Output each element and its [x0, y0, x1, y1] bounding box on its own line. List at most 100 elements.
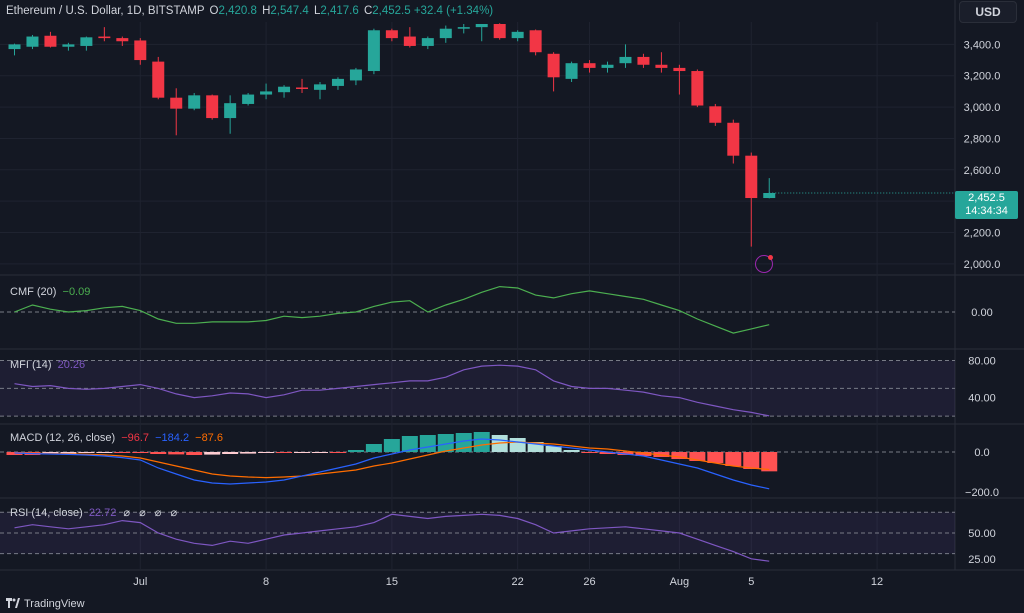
macd-histogram-bar	[150, 452, 167, 454]
candle-body	[421, 38, 434, 46]
macd-tick-label: −200.0	[965, 487, 999, 499]
x-tick-label: 5	[748, 576, 754, 588]
cmf-tick-label: 0.00	[971, 307, 992, 319]
candle-body	[565, 63, 578, 79]
price-tick-label: 2,800.0	[964, 133, 1001, 145]
mfi-tick-label: 40.00	[968, 393, 996, 405]
macd-histogram-bar	[311, 452, 328, 453]
macd-histogram-bar	[599, 452, 616, 454]
low-label: L	[313, 5, 321, 17]
macd-histogram-bar	[186, 452, 203, 455]
macd-histogram-bar	[437, 434, 454, 452]
candle-body	[583, 63, 596, 68]
macd-histogram-bar	[509, 438, 526, 452]
change-value: +32.4 (+1.34%)	[413, 5, 494, 17]
macd-histogram-bar	[132, 452, 149, 453]
macd-signal-value: −87.6	[195, 432, 223, 444]
cmf-legend[interactable]: CMF (20) −0.09	[10, 286, 90, 298]
macd-histogram-bar	[473, 432, 490, 452]
currency-button[interactable]: USD	[959, 1, 1017, 23]
macd-line-value: −184.2	[155, 432, 190, 444]
candle-body	[331, 78, 344, 86]
macd-tick-label: 0.0	[974, 447, 989, 459]
candle-body	[475, 24, 488, 28]
candle-body	[691, 71, 704, 106]
macd-histogram-bar	[240, 452, 257, 454]
price-tick-label: 2,000.0	[964, 259, 1001, 271]
x-tick-label: 8	[263, 576, 269, 588]
candle-body	[98, 36, 111, 39]
macd-histogram-bar	[419, 435, 436, 452]
macd-histogram-bar	[689, 452, 706, 461]
rsi-tick-label: 50.00	[968, 528, 996, 540]
macd-legend[interactable]: MACD (12, 26, close) −96.7 −184.2 −87.6	[10, 432, 223, 444]
macd-histogram-bar	[761, 452, 778, 472]
candle-body	[152, 61, 165, 98]
candle-body	[763, 193, 776, 199]
cmf-value: −0.09	[62, 286, 91, 298]
candle-body	[637, 56, 650, 65]
macd-histogram-bar	[42, 452, 59, 454]
macd-histogram-bar	[563, 450, 580, 452]
macd-histogram-bar	[671, 452, 688, 459]
symbol-title[interactable]: Ethereum / U.S. Dollar, 1D, BITSTAMP	[6, 5, 205, 17]
alert-dot	[768, 255, 773, 260]
price-tick-label: 3,200.0	[964, 71, 1001, 83]
close-value: 2,452.5	[372, 5, 411, 17]
price-tick-label: 3,000.0	[964, 102, 1001, 114]
flash-icon[interactable]	[755, 255, 773, 273]
price-tick-label: 2,600.0	[964, 165, 1001, 177]
symbol-header: Ethereum / U.S. Dollar, 1D, BITSTAMP O 2,…	[6, 5, 493, 17]
x-tick-label: 12	[871, 576, 883, 588]
macd-histogram-bar	[114, 452, 131, 453]
macd-histogram-bar	[383, 439, 400, 452]
rsi-value: 22.72	[88, 507, 117, 519]
candle-body	[44, 35, 57, 47]
candle-body	[745, 155, 758, 199]
rsi-tick-label: 25.00	[968, 554, 996, 566]
candle-body	[296, 87, 309, 89]
candle-body	[403, 36, 416, 46]
candle-body	[170, 97, 183, 109]
macd-histogram-bar	[222, 452, 239, 454]
price-tick-label: 2,200.0	[964, 228, 1001, 240]
candle-body	[655, 64, 668, 68]
x-tick-label: 22	[512, 576, 524, 588]
macd-histogram-bar	[527, 442, 544, 452]
last-price-tag: 2,452.5 14:34:34	[955, 191, 1018, 219]
rsi-option-icons[interactable]: ⌀ ⌀ ⌀ ⌀	[123, 507, 181, 519]
macd-histogram-bar	[276, 452, 293, 453]
tradingview-logo-icon	[6, 598, 20, 608]
price-tick-label: 3,400.0	[964, 39, 1001, 51]
open-label: O	[209, 5, 219, 17]
candle-body	[62, 44, 75, 47]
macd-histogram-bar	[707, 452, 724, 463]
macd-histogram-bar	[725, 452, 742, 466]
mfi-legend[interactable]: MFI (14) 20.26	[10, 359, 85, 371]
macd-histogram-bar	[294, 452, 311, 453]
candle-body	[242, 94, 255, 104]
macd-histogram-bar	[329, 452, 346, 453]
rsi-label: RSI (14, close)	[10, 507, 83, 519]
candle-body	[349, 69, 362, 81]
macd-histogram-bar	[96, 452, 113, 453]
candle-body	[709, 106, 722, 123]
macd-histogram-bar	[635, 452, 652, 456]
candle-body	[26, 36, 39, 47]
last-price: 2,452.5	[968, 192, 1005, 204]
candle-body	[385, 30, 398, 39]
candle-body	[493, 24, 506, 39]
macd-histogram-bar	[401, 436, 418, 452]
rsi-legend[interactable]: RSI (14, close) 22.72 ⌀ ⌀ ⌀ ⌀	[10, 506, 180, 519]
cmf-line	[14, 285, 770, 334]
footer-brand[interactable]: TradingView	[6, 598, 85, 610]
rsi-line	[14, 513, 770, 562]
mfi-line	[14, 364, 770, 417]
bar-countdown: 14:34:34	[965, 205, 1008, 217]
candle-body	[727, 122, 740, 156]
candle-body	[511, 31, 524, 39]
x-tick-label: Aug	[670, 576, 690, 588]
macd-histogram-bar	[204, 452, 221, 455]
